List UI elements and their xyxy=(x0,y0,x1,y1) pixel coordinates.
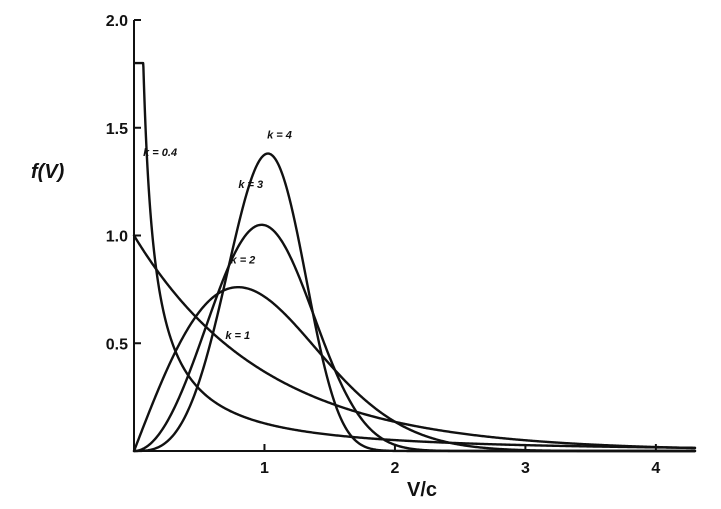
series-line-k-4 xyxy=(132,152,697,453)
curve-label: k = 0.4 xyxy=(143,147,177,159)
y-tick-label: 0.5 xyxy=(106,336,128,353)
curve-label: k = 4 xyxy=(267,130,292,142)
curve-labels: k = 0.4 k = 4 k = 3 k = 2 k = 1 xyxy=(143,130,292,342)
x-axis-label: V/c xyxy=(407,479,437,501)
y-axis-label: f(V) xyxy=(31,161,65,183)
y-tick-label: 1.0 xyxy=(106,229,128,246)
x-tick-label: 1 xyxy=(260,460,269,477)
curve-label: k = 1 xyxy=(225,330,250,342)
x-tick-label: 2 xyxy=(390,460,399,477)
axes xyxy=(133,20,695,452)
curve-label: k = 2 xyxy=(231,255,256,267)
ticks: 1 2 3 4 0.5 1.0 1.5 2.0 xyxy=(106,13,661,477)
x-tick-label: 4 xyxy=(651,460,660,477)
y-tick-label: 2.0 xyxy=(106,13,128,30)
curves xyxy=(132,61,697,453)
series-line-k-0-4 xyxy=(133,61,697,449)
y-tick-label: 1.5 xyxy=(106,121,128,138)
x-tick-label: 3 xyxy=(521,460,530,477)
series-line-k-1 xyxy=(132,234,697,450)
curve-label: k = 3 xyxy=(238,179,263,191)
